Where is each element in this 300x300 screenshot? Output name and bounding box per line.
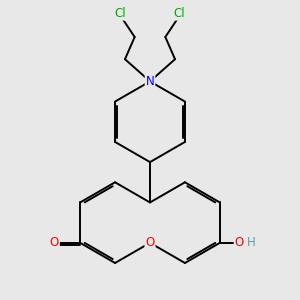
Text: Cl: Cl bbox=[115, 7, 126, 20]
Text: Cl: Cl bbox=[174, 7, 185, 20]
Text: N: N bbox=[146, 75, 154, 88]
Text: O: O bbox=[50, 236, 59, 249]
Text: H: H bbox=[247, 236, 255, 249]
Text: O: O bbox=[235, 236, 244, 249]
Text: O: O bbox=[146, 236, 154, 249]
